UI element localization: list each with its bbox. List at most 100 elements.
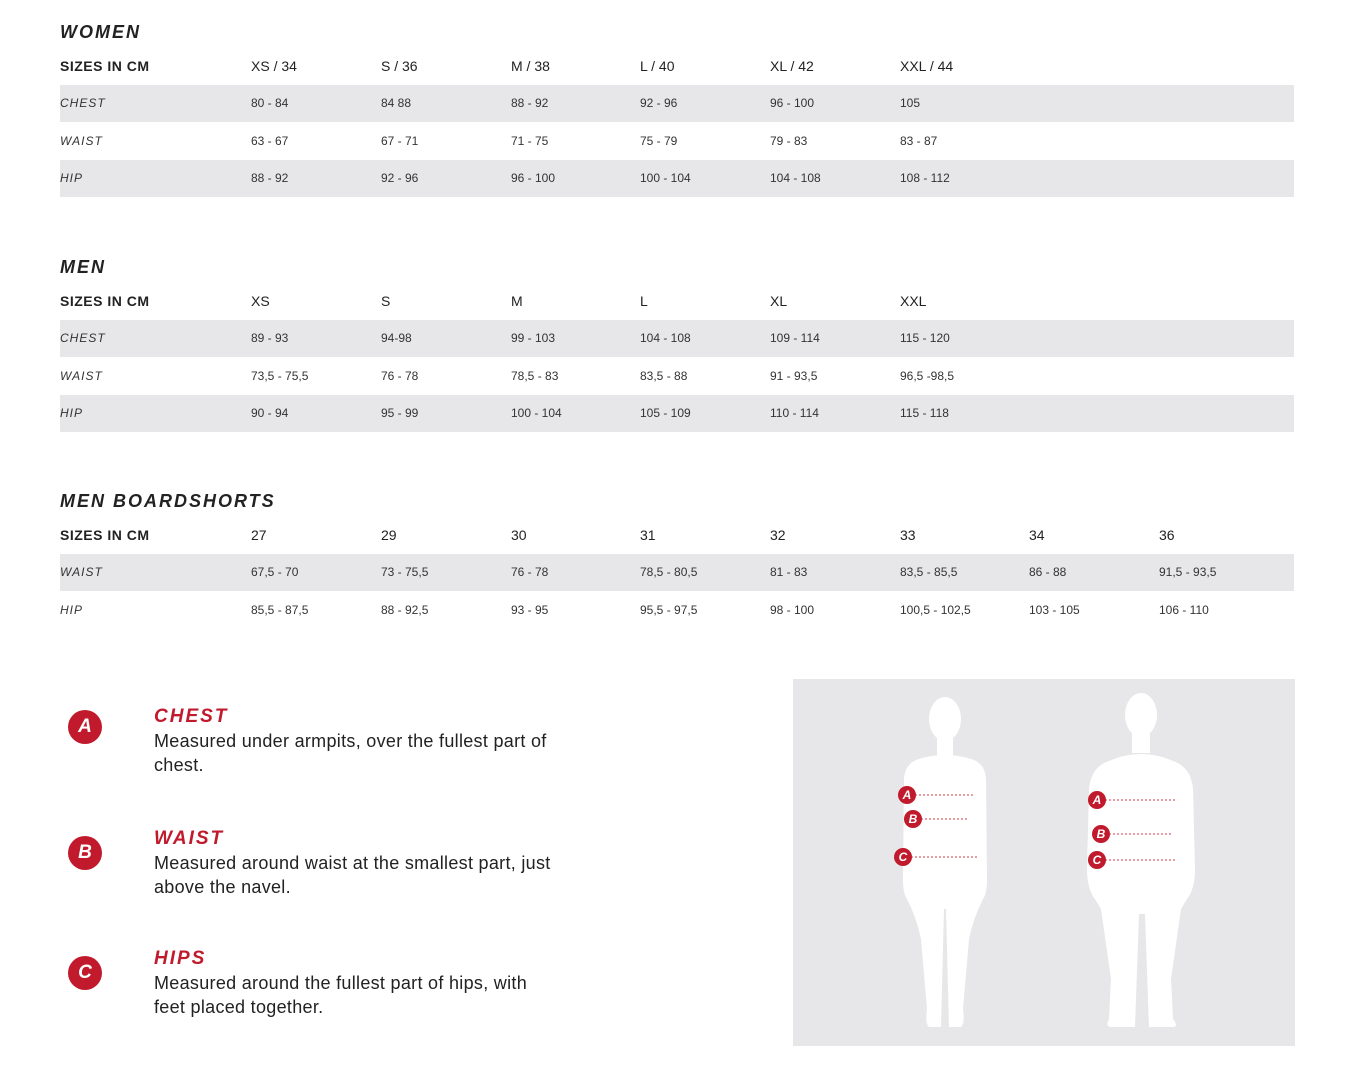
row-label: HIP	[60, 602, 84, 617]
legend-description: Measured around waist at the smallest pa…	[154, 853, 551, 897]
marker-label: B	[1097, 827, 1106, 841]
marker-label: A	[902, 788, 912, 802]
marker-c: C	[894, 848, 912, 866]
table-cell: 93 - 95	[511, 602, 549, 617]
table-cell: 98 - 100	[770, 602, 815, 617]
man-silhouette	[1087, 693, 1195, 1027]
table-cell: 100 - 104	[640, 171, 691, 185]
section-title: WOMEN	[60, 22, 141, 42]
woman-silhouette	[903, 697, 987, 1027]
column-header: S / 36	[381, 58, 418, 74]
marker-a: A	[898, 786, 916, 804]
table-cell: 78,5 - 80,5	[640, 565, 698, 579]
table-row: WAIST 73,5 - 75,5 76 - 78 78,5 - 83 83,5 - 8…	[60, 358, 1294, 395]
table-cell: 96,5 -98,5	[900, 368, 955, 383]
table-cell: 89 - 93	[251, 331, 289, 345]
column-header: 29	[381, 527, 397, 543]
legend-description: Measured under armpits, over the fullest…	[154, 731, 547, 775]
table-cell: 105 - 109	[640, 406, 691, 420]
table-cell: 88 - 92,5	[381, 602, 429, 617]
table-cell: 84 88	[381, 96, 412, 110]
table-cell: 100,5 - 102,5	[900, 602, 971, 617]
table-header-row: SIZES IN CM 27 29 30 31 32 33 34 36	[60, 517, 1294, 554]
column-header: 30	[511, 527, 527, 543]
column-header: SIZES IN CM	[60, 527, 150, 543]
column-header: S	[381, 293, 391, 309]
column-header: L / 40	[640, 58, 675, 74]
row-label: WAIST	[60, 565, 103, 579]
table-cell: 110 - 114	[770, 406, 819, 420]
table-cell: 94-98	[381, 331, 412, 345]
legend-description: Measured around the fullest part of hips…	[154, 973, 527, 1017]
table-cell: 86 - 88	[1029, 565, 1067, 579]
table-cell: 88 - 92	[511, 96, 549, 110]
table-cell: 115 - 120	[900, 331, 950, 345]
measurement-lines	[903, 794, 1175, 861]
column-header: 34	[1029, 527, 1045, 543]
table-cell: 95 - 99	[381, 406, 419, 420]
table-cell: 73,5 - 75,5	[251, 368, 309, 383]
column-header: L	[640, 293, 648, 309]
column-header: SIZES IN CM	[60, 293, 150, 309]
marker-badge: C	[68, 956, 102, 990]
table-cell: 75 - 79	[640, 133, 678, 148]
table-cell: 100 - 104	[511, 406, 562, 420]
column-header: XXL	[900, 293, 927, 309]
legend-title: CHEST	[154, 706, 229, 727]
column-header: 31	[640, 527, 656, 543]
column-header: M	[511, 293, 523, 309]
table-row: WAIST 63 - 67 67 - 71 71 - 75 75 - 79 79 - 83…	[60, 123, 1294, 160]
table-cell: 88 - 92	[251, 171, 289, 185]
column-header: M / 38	[511, 58, 550, 74]
table-cell: 81 - 83	[770, 565, 808, 579]
table-header-row: SIZES IN CM XS S M L XL XXL	[60, 283, 1294, 320]
table-row: WAIST 67,5 - 70 73 - 75,5 76 - 78 78,5 - 80,…	[60, 554, 1294, 591]
table-cell: 91 - 93,5	[770, 368, 818, 383]
table-row: CHEST 80 - 84 84 88 88 - 92 92 - 96 96 - 100 1…	[60, 85, 1294, 122]
column-header: 27	[251, 527, 267, 543]
table-cell: 73 - 75,5	[381, 565, 429, 579]
table-cell: 106 - 110	[1159, 602, 1209, 617]
marker-b: B	[1092, 825, 1110, 843]
table-row: HIP 85,5 - 87,5 88 - 92,5 93 - 95 95,5 - 97,…	[60, 592, 1294, 629]
table-cell: 115 - 118	[900, 406, 949, 420]
row-label: WAIST	[60, 368, 103, 383]
table-cell: 108 - 112	[900, 171, 950, 185]
table-cell: 91,5 - 93,5	[1159, 565, 1217, 579]
table-cell: 92 - 96	[381, 171, 419, 185]
table-cell: 95,5 - 97,5	[640, 602, 698, 617]
column-header: 36	[1159, 527, 1175, 543]
marker-a: A	[1088, 791, 1106, 809]
table-cell: 83,5 - 88	[640, 368, 688, 383]
row-label: CHEST	[60, 331, 106, 345]
table-cell: 103 - 105	[1029, 602, 1080, 617]
table-cell: 83,5 - 85,5	[900, 565, 958, 579]
table-cell: 71 - 75	[511, 133, 549, 148]
marker-label: C	[1093, 853, 1102, 867]
table-cell: 80 - 84	[251, 96, 289, 110]
row-label: HIP	[60, 171, 84, 185]
column-header: XL / 42	[770, 58, 814, 74]
row-label: CHEST	[60, 96, 106, 110]
marker-label: B	[909, 812, 918, 826]
table-cell: 63 - 67	[251, 133, 289, 148]
marker-label: C	[899, 850, 908, 864]
section-title: MEN	[60, 257, 106, 277]
table-cell: 67 - 71	[381, 133, 419, 148]
column-header: XXL / 44	[900, 58, 954, 74]
column-header: XS	[251, 293, 270, 309]
column-header: 33	[900, 527, 916, 543]
table-cell: 83 - 87	[900, 133, 938, 148]
table-row: CHEST 89 - 93 94-98 99 - 103 104 - 108 109 - …	[60, 320, 1294, 357]
column-header: XL	[770, 293, 788, 309]
row-label: HIP	[60, 406, 84, 420]
table-cell: 79 - 83	[770, 133, 808, 148]
table-cell: 92 - 96	[640, 96, 678, 110]
table-cell: 104 - 108	[770, 171, 821, 185]
table-cell: 104 - 108	[640, 331, 691, 345]
section-title: MEN BOARDSHORTS	[60, 491, 276, 511]
table-cell: 105	[900, 96, 921, 110]
legend-title: WAIST	[154, 828, 225, 849]
table-cell: 85,5 - 87,5	[251, 602, 309, 617]
